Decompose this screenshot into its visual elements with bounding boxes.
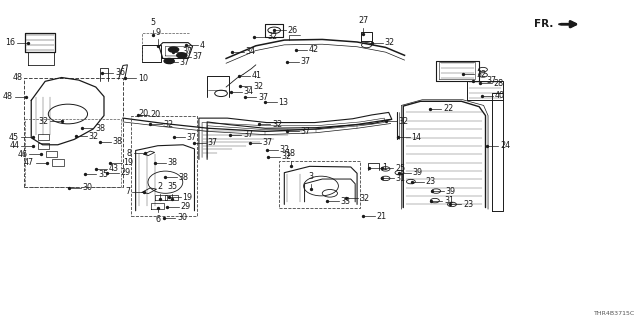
- Text: 32: 32: [268, 32, 277, 41]
- Bar: [38, 142, 49, 149]
- Text: 24: 24: [500, 141, 510, 150]
- Text: 28: 28: [493, 79, 504, 88]
- Text: 22: 22: [443, 104, 453, 113]
- Text: 48: 48: [3, 92, 13, 101]
- Text: 37: 37: [486, 76, 496, 85]
- Text: 35: 35: [167, 182, 177, 191]
- Circle shape: [168, 47, 179, 52]
- Bar: [131, 116, 197, 215]
- Text: 32: 32: [399, 117, 409, 126]
- Text: 20: 20: [151, 110, 161, 119]
- Text: 37: 37: [301, 127, 311, 136]
- Text: 7: 7: [125, 187, 131, 196]
- Text: 8: 8: [127, 148, 132, 157]
- Text: 31: 31: [396, 173, 406, 183]
- Text: 37: 37: [301, 57, 311, 66]
- Text: 23: 23: [426, 177, 436, 186]
- Text: 23: 23: [463, 200, 474, 209]
- Bar: [24, 77, 123, 187]
- Text: 38: 38: [113, 137, 123, 146]
- Text: 32: 32: [476, 70, 486, 79]
- Text: 37: 37: [193, 52, 203, 61]
- Text: 37: 37: [187, 133, 197, 142]
- Text: 37: 37: [243, 130, 253, 139]
- Text: 32: 32: [282, 152, 292, 161]
- Text: 32: 32: [280, 145, 290, 154]
- Bar: [46, 151, 57, 157]
- Text: 37: 37: [182, 47, 193, 56]
- Text: 34: 34: [246, 47, 256, 56]
- Text: 29: 29: [120, 168, 131, 177]
- Text: 36: 36: [115, 68, 125, 77]
- Text: 45: 45: [9, 133, 19, 142]
- Text: 43: 43: [109, 164, 119, 173]
- Text: 32: 32: [38, 117, 49, 126]
- Text: 34: 34: [244, 87, 254, 96]
- Circle shape: [177, 53, 187, 58]
- Text: 33: 33: [340, 197, 351, 206]
- Text: 2: 2: [157, 182, 162, 191]
- Text: 37: 37: [208, 138, 218, 147]
- Text: 27: 27: [358, 17, 369, 26]
- Text: 46: 46: [17, 150, 28, 159]
- Text: 32: 32: [385, 38, 395, 47]
- Bar: [52, 159, 63, 166]
- Text: 35: 35: [99, 170, 108, 179]
- Text: 38: 38: [95, 124, 105, 133]
- Circle shape: [164, 59, 174, 64]
- Text: 3: 3: [308, 172, 314, 181]
- Text: 21: 21: [377, 212, 387, 221]
- Text: 31: 31: [444, 196, 454, 205]
- Text: 29: 29: [180, 203, 191, 212]
- Text: 13: 13: [278, 98, 289, 107]
- Text: 30: 30: [177, 213, 188, 222]
- Bar: [279, 161, 360, 208]
- Text: FR.: FR.: [534, 19, 554, 29]
- Text: 19: 19: [182, 193, 193, 202]
- Text: 10: 10: [138, 74, 148, 83]
- Text: 32: 32: [272, 120, 282, 129]
- Text: 32: 32: [253, 82, 264, 91]
- Text: 32: 32: [163, 120, 173, 129]
- Text: 1: 1: [382, 164, 387, 172]
- Text: 37: 37: [263, 138, 273, 147]
- Text: 25: 25: [395, 164, 405, 173]
- Text: 19: 19: [124, 158, 134, 167]
- Text: 5: 5: [150, 19, 156, 28]
- Text: 38: 38: [168, 158, 178, 167]
- Bar: [25, 119, 121, 187]
- Text: 32: 32: [360, 194, 370, 203]
- Text: 9: 9: [156, 28, 161, 37]
- Text: 38: 38: [179, 173, 189, 182]
- Text: 37: 37: [180, 58, 190, 67]
- Text: 6: 6: [156, 215, 160, 224]
- Text: 18: 18: [285, 149, 296, 158]
- Text: 48: 48: [12, 73, 22, 82]
- Text: 39: 39: [413, 168, 423, 177]
- Text: 37: 37: [259, 93, 269, 102]
- Bar: [38, 134, 49, 140]
- Text: 26: 26: [287, 26, 298, 35]
- Text: 42: 42: [309, 45, 319, 54]
- Text: 30: 30: [83, 183, 93, 192]
- Text: 47: 47: [24, 158, 34, 167]
- Text: 20: 20: [139, 108, 149, 117]
- Text: 16: 16: [4, 38, 15, 47]
- Text: 32: 32: [89, 132, 99, 141]
- Text: 40: 40: [495, 92, 505, 100]
- Text: 39: 39: [445, 187, 456, 196]
- Text: THR4B3715C: THR4B3715C: [594, 311, 636, 316]
- Text: 44: 44: [9, 141, 19, 150]
- Text: 4: 4: [200, 41, 205, 50]
- Text: 41: 41: [252, 71, 262, 80]
- Text: 14: 14: [412, 133, 422, 142]
